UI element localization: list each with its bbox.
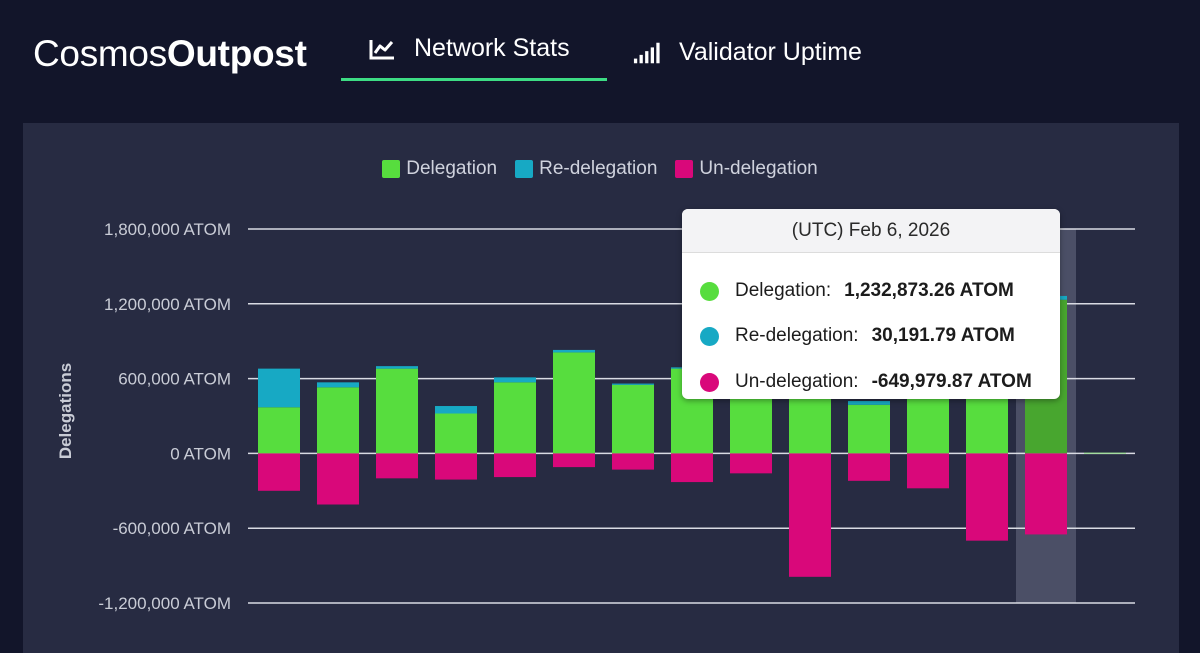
bar-delegation [1084, 452, 1126, 454]
y-tick-label: -1,200,000 ATOM [98, 594, 231, 613]
bar-delegation [612, 384, 654, 454]
y-tick-label: 1,200,000 ATOM [104, 295, 231, 314]
tooltip-dot-undelegation [700, 372, 719, 392]
tooltip-dot-delegation [700, 281, 719, 301]
chart-legend: Delegation Re-delegation Un-delegation [0, 158, 1200, 180]
bar-undelegation [376, 453, 418, 479]
bar-redelegation [317, 382, 359, 388]
bar-delegation [494, 382, 536, 454]
bar-delegation [848, 404, 890, 454]
bar-undelegation [553, 453, 595, 468]
tooltip-value-undelegation: -649,979.87 ATOM [871, 371, 1032, 392]
bar-undelegation [730, 453, 772, 474]
y-tick-label: -600,000 ATOM [113, 519, 231, 538]
brand-light-text: Cosmos [33, 33, 167, 74]
bar-undelegation [907, 453, 949, 489]
legend-item-undelegation[interactable]: Un-delegation [675, 158, 818, 180]
legend-label-delegation: Delegation [406, 158, 498, 179]
bar-redelegation [376, 366, 418, 369]
legend-label-undelegation: Un-delegation [699, 158, 818, 179]
tab-validator-uptime[interactable]: Validator Uptime [633, 38, 862, 67]
tooltip-row-undelegation: Un-delegation: -649,979.87 ATOM [700, 371, 1032, 393]
bar-undelegation [1025, 453, 1067, 535]
tooltip-value-delegation: 1,232,873.26 ATOM [844, 280, 1014, 301]
tooltip-row-redelegation: Re-delegation: 30,191.79 ATOM [700, 325, 1015, 347]
bar-delegation [317, 387, 359, 454]
legend-item-delegation[interactable]: Delegation [382, 158, 497, 180]
brand-bold-text: Outpost [166, 33, 307, 74]
tab-network-stats[interactable]: Network Stats [368, 34, 570, 63]
bar-redelegation [612, 383, 654, 385]
chart-tooltip: (UTC) Feb 6, 2026 Delegation: 1,232,873.… [682, 209, 1060, 399]
bar-delegation [258, 407, 300, 454]
bar-undelegation [966, 453, 1008, 541]
bar-undelegation [258, 453, 300, 491]
bar-delegation [553, 352, 595, 454]
tooltip-dot-redelegation [700, 326, 719, 346]
bar-undelegation [612, 453, 654, 470]
bar-undelegation [317, 453, 359, 505]
bar-undelegation [848, 453, 890, 481]
tooltip-label-delegation: Delegation: [735, 280, 832, 301]
y-tick-label: 1,800,000 ATOM [104, 220, 231, 239]
signal-bars-icon [633, 42, 660, 63]
tooltip-label-undelegation: Un-delegation: [735, 371, 859, 392]
tooltip-label-redelegation: Re-delegation: [735, 325, 859, 346]
y-tick-label: 600,000 ATOM [118, 370, 231, 389]
tooltip-date: (UTC) Feb 6, 2026 [682, 209, 1060, 253]
line-chart-icon [369, 39, 394, 59]
legend-item-redelegation[interactable]: Re-delegation [515, 158, 657, 180]
bar-undelegation [494, 453, 536, 478]
app-header: CosmosOutpost Network Stats Validator Up… [0, 0, 1200, 110]
bar-delegation [376, 368, 418, 454]
bar-redelegation [553, 349, 595, 353]
legend-swatch-undelegation [675, 160, 694, 178]
bar-redelegation [435, 406, 477, 414]
bar-redelegation [494, 377, 536, 383]
tooltip-row-delegation: Delegation: 1,232,873.26 ATOM [700, 280, 1014, 302]
legend-label-redelegation: Re-delegation [539, 158, 658, 179]
bar-undelegation [671, 453, 713, 483]
bar-redelegation [848, 401, 890, 405]
y-tick-label: 0 ATOM [170, 444, 231, 463]
y-axis-title: Delegations [56, 363, 75, 459]
active-tab-indicator [341, 78, 607, 81]
bar-delegation [435, 413, 477, 454]
tab-network-stats-label: Network Stats [414, 34, 570, 62]
tooltip-value-redelegation: 30,191.79 ATOM [871, 325, 1015, 346]
legend-swatch-delegation [382, 160, 401, 178]
brand-logo[interactable]: CosmosOutpost [33, 33, 307, 75]
legend-swatch-redelegation [515, 160, 534, 178]
bar-redelegation [258, 368, 300, 408]
tab-validator-uptime-label: Validator Uptime [679, 38, 862, 66]
bar-undelegation [435, 453, 477, 480]
bar-undelegation [789, 453, 831, 577]
